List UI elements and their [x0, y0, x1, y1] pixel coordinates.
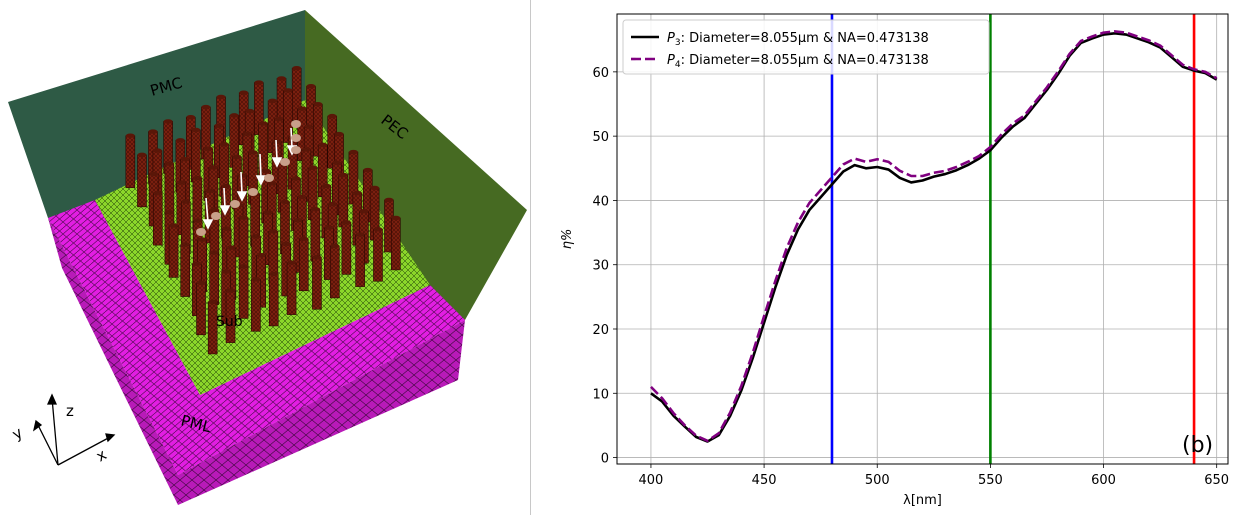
nanowire [164, 161, 175, 216]
panel-b-tag: (b) [1182, 433, 1213, 458]
x-tick-label: 600 [1091, 473, 1116, 488]
chart-legend: P3: Diameter=8.055μm & NA=0.473138 P4: Di… [622, 19, 990, 75]
y-tick-label: 20 [592, 323, 609, 338]
nanowire [310, 207, 321, 262]
nanowire [225, 288, 236, 343]
legend-entry: P3: Diameter=8.055μm & NA=0.473138 [667, 31, 929, 48]
panel-divider [530, 0, 531, 515]
nanowire [207, 299, 218, 355]
nanowire [268, 271, 279, 327]
y-tick-labels: 0 10 20 30 40 50 60 [592, 66, 609, 467]
nanowire [391, 215, 401, 271]
x-tick-labels: 400 450 500 550 600 650 [639, 473, 1230, 488]
chart-series [650, 30, 1218, 443]
nanowire [268, 229, 279, 284]
x-axis-label: λ[nm] [903, 493, 942, 508]
x-tick-label: 500 [865, 473, 890, 488]
nanowire [168, 223, 179, 278]
y-tick-label: 60 [592, 66, 609, 81]
efficiency-line-chart: 400 450 500 550 600 650 0 10 20 30 40 50 60 λ[nm] η… [560, 13, 1230, 508]
panel-a-simulation-domain: PMC PEC Sub PML z y x [0, 0, 530, 515]
legend-entry: P4: Diameter=8.055μm & NA=0.473138 [667, 53, 929, 70]
wavelength-markers [830, 14, 1196, 464]
nanowire [213, 123, 224, 178]
nanowire [209, 250, 219, 305]
y-tick-label: 10 [592, 387, 609, 402]
nanowire [238, 264, 249, 319]
simulation-domain-figure: PMC PEC Sub PML z y x [8, 10, 527, 505]
nanowire-array [125, 66, 401, 355]
nanowire [125, 133, 136, 189]
nanowire [298, 236, 309, 292]
nanowire [341, 220, 352, 275]
nanowire [312, 255, 322, 310]
nanowire [286, 260, 297, 315]
nanowire [137, 152, 147, 208]
series-line-2 [650, 30, 1218, 443]
x-tick-label: 450 [752, 473, 777, 488]
x-tick-label: 550 [978, 473, 1003, 488]
nanowire [238, 215, 249, 270]
legend-box [622, 19, 990, 75]
x-tick-label: 650 [1204, 473, 1229, 488]
nanowire [196, 280, 206, 336]
x-tick-label: 400 [639, 473, 664, 488]
nanowire [329, 243, 340, 299]
axis-z-label: z [66, 402, 74, 420]
pml-left-side [48, 218, 178, 505]
pml-top-face [48, 200, 465, 475]
nanowire [180, 242, 191, 297]
axis-x-label: x [93, 445, 110, 465]
chart-grid [613, 14, 1228, 468]
nanowire [152, 190, 163, 246]
nanowire [373, 227, 383, 282]
y-tick-label: 30 [592, 259, 609, 274]
pml-front-side [178, 320, 465, 505]
nanowire [384, 197, 394, 253]
y-tick-label: 0 [601, 452, 609, 467]
y-tick-label: 50 [592, 130, 609, 145]
y-tick-label: 40 [592, 194, 609, 209]
axis-y-label: y [9, 423, 26, 443]
nanowire [355, 232, 365, 287]
plot-frame [616, 13, 1229, 465]
series-line-1 [650, 31, 1218, 443]
y-axis-label: η% [560, 229, 575, 250]
source-dots [196, 120, 301, 236]
panel-b-efficiency-chart: 400 450 500 550 600 650 0 10 20 30 40 50 60 λ[nm] η… [531, 0, 1239, 515]
coordinate-axes [32, 393, 116, 466]
nanowire [191, 127, 201, 183]
nanowire [251, 277, 261, 332]
sub-label: Sub [216, 314, 243, 330]
nanowire [338, 172, 349, 228]
